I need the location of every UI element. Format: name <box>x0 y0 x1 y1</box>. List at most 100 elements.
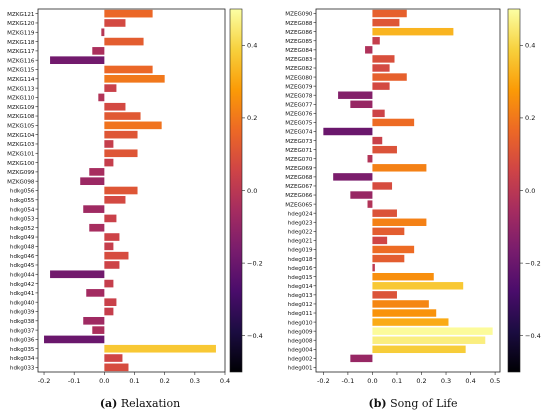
y-tick-label: hdeg004 <box>288 348 313 354</box>
y-tick-label: hdeg019 <box>288 248 313 254</box>
bar-hdeg019 <box>372 245 415 254</box>
y-tick-label: hdeg012 <box>288 302 313 308</box>
y-tick-label: hdkg049 <box>10 235 35 241</box>
y-tick-label: MZEG077 <box>285 102 313 108</box>
bar-mzkg098 <box>80 177 105 186</box>
y-tick-label: hdkg056 <box>10 189 35 195</box>
x-tick-label: -0.1 <box>342 377 355 385</box>
bar-hdeg012 <box>372 300 429 308</box>
bar-hdkg033 <box>104 363 129 372</box>
panel-song-of-life: MZEG090 MZEG088 MZEG086 MZEG085 MZEG084 MZEG0… <box>285 8 541 410</box>
y-tick-label: MZKG108 <box>7 114 35 120</box>
y-tick-label: MZKG110 <box>7 96 35 102</box>
x-tick-label: 0.3 <box>190 377 200 385</box>
bar-hdkg037 <box>92 326 105 334</box>
bar-mzeg076 <box>372 109 385 118</box>
y-tick-label: MZKG119 <box>7 30 35 36</box>
y-tick-label: hdeg021 <box>288 239 313 245</box>
colorbar-tick-label: 0.2 <box>247 114 257 122</box>
y-tick-label: MZEG083 <box>285 57 313 63</box>
bar-hdeg024 <box>372 209 397 217</box>
bar-mzkg120 <box>104 19 126 27</box>
bar-hdkg045 <box>104 261 120 269</box>
y-tick-label: MZEG082 <box>285 66 312 72</box>
y-tick-label: hdkg055 <box>10 198 35 204</box>
y-tick-label: hdeg014 <box>288 284 313 290</box>
bar-hdkg034 <box>104 354 123 362</box>
y-tick-label: hdkg045 <box>10 263 35 269</box>
x-tick-label: -0.2 <box>317 377 330 385</box>
bar-mzeg084 <box>365 46 373 54</box>
y-tick-label: hdeg002 <box>288 357 313 363</box>
bar-mzkg108 <box>104 112 141 120</box>
bar-mzeg071 <box>372 145 397 154</box>
y-tick-label: MZEG070 <box>285 157 313 163</box>
bar-mzeg083 <box>372 55 395 63</box>
y-tick-label: hdkg033 <box>10 366 35 372</box>
bar-mzeg069 <box>372 164 427 172</box>
y-tick-label: hdkg048 <box>10 245 35 251</box>
bar-mzkg117 <box>92 47 105 55</box>
caption-text: Relaxation <box>117 397 180 410</box>
bar-mzkg115 <box>104 65 153 74</box>
bar-hdkg040 <box>104 298 117 307</box>
bar-mzkg109 <box>104 102 126 111</box>
bar-mzkg099 <box>89 168 105 176</box>
bar-mzkg101 <box>104 149 138 158</box>
bar-hdkg044 <box>50 270 105 279</box>
bar-hdkg054 <box>83 205 105 213</box>
y-tick-label: hdeg011 <box>288 311 313 317</box>
y-tick-label: MZKG120 <box>7 21 35 27</box>
bar-mzeg074 <box>323 127 373 136</box>
bar-hdkg055 <box>104 195 126 204</box>
bar-mzkg113 <box>104 84 117 92</box>
y-tick-label: hdeg024 <box>288 211 313 217</box>
y-tick-label: MZEG069 <box>285 166 313 172</box>
y-tick-label: hdkg037 <box>10 328 35 334</box>
colorbar-tick-label: −0.4 <box>525 332 541 340</box>
bar-mzkg118 <box>104 37 144 46</box>
y-tick-label: MZEG076 <box>285 112 313 118</box>
y-tick-label: hdkg041 <box>10 291 35 297</box>
bar-mzeg082 <box>372 64 390 72</box>
y-tick-label: MZKG099 <box>7 170 35 176</box>
bar-hdkg053 <box>104 214 117 223</box>
panel-caption: (a) Relaxation <box>100 397 180 410</box>
bar-mzkg105 <box>104 121 162 130</box>
colorbar-tick-label: −0.2 <box>525 259 541 267</box>
x-tick-label: -0.2 <box>38 377 51 385</box>
colorbar-tick-label: 0.2 <box>525 114 535 122</box>
y-tick-label: hdeg010 <box>288 320 313 326</box>
y-tick-label: hdeg013 <box>288 293 313 299</box>
y-tick-label: MZEG066 <box>285 193 313 199</box>
bar-mzeg080 <box>372 73 407 81</box>
panel-relaxation: MZKG121 MZKG120 MZKG119 MZKG118 MZKG117 MZKG1… <box>7 8 263 410</box>
y-tick-label: hdkg040 <box>10 300 35 306</box>
colorbar <box>507 8 521 373</box>
bar-hdeg016 <box>372 263 375 272</box>
x-tick-label: 0.2 <box>160 377 170 385</box>
colorbar-tick-label: −0.2 <box>247 259 263 267</box>
bar-mzeg088 <box>372 18 400 27</box>
x-tick-label: 0.1 <box>129 377 139 385</box>
bar-hdkg036 <box>44 335 105 344</box>
caption-letter: (a) <box>100 397 118 410</box>
y-tick-label: MZKG098 <box>7 179 35 185</box>
colorbar-tick-label: 0.0 <box>247 187 257 195</box>
bar-hdeg004 <box>372 345 466 354</box>
y-tick-label: hdkg035 <box>10 347 35 353</box>
y-tick-label: MZEG079 <box>285 84 313 90</box>
x-tick-label: 0.5 <box>490 377 500 385</box>
y-tick-label: hdkg034 <box>10 356 35 362</box>
bar-mzkg100 <box>104 158 114 167</box>
y-tick-label: hdkg038 <box>10 319 35 325</box>
bar-mzkg121 <box>104 9 153 18</box>
colorbar <box>229 8 243 373</box>
bar-hdeg021 <box>372 236 388 245</box>
y-tick-label: hdeg001 <box>288 366 313 372</box>
bar-hdeg022 <box>372 227 405 236</box>
bar-mzeg079 <box>372 82 390 90</box>
y-tick-label: hdkg044 <box>10 272 35 278</box>
caption-text: Song of Life <box>387 397 458 410</box>
